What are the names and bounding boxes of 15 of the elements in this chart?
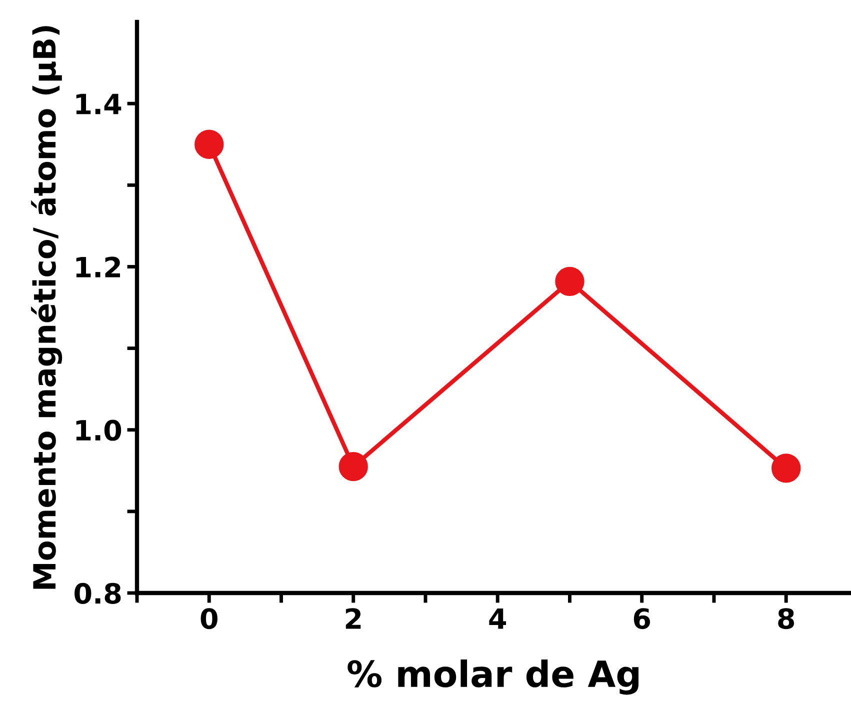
y-tick-label: 1.0 bbox=[76, 420, 122, 441]
x-axis-title: % molar de Ag bbox=[348, 659, 638, 695]
y-tick-label: 1.4 bbox=[76, 94, 122, 114]
point bbox=[194, 130, 224, 159]
x-tick-label: 6 bbox=[634, 608, 650, 630]
point bbox=[772, 454, 801, 483]
y-axis-title: Momento magnético/ átomo (μB) bbox=[31, 26, 62, 589]
y-tick-label: 0.8 bbox=[74, 582, 121, 604]
y-tick-label: 1.2 bbox=[76, 256, 120, 278]
point bbox=[555, 266, 584, 296]
x-tick-label: 0 bbox=[200, 608, 218, 630]
x-tick-label: 2 bbox=[346, 608, 361, 629]
x-tick-label: 8 bbox=[778, 608, 794, 630]
x-tick-label: 4 bbox=[489, 608, 506, 629]
point bbox=[338, 452, 368, 482]
